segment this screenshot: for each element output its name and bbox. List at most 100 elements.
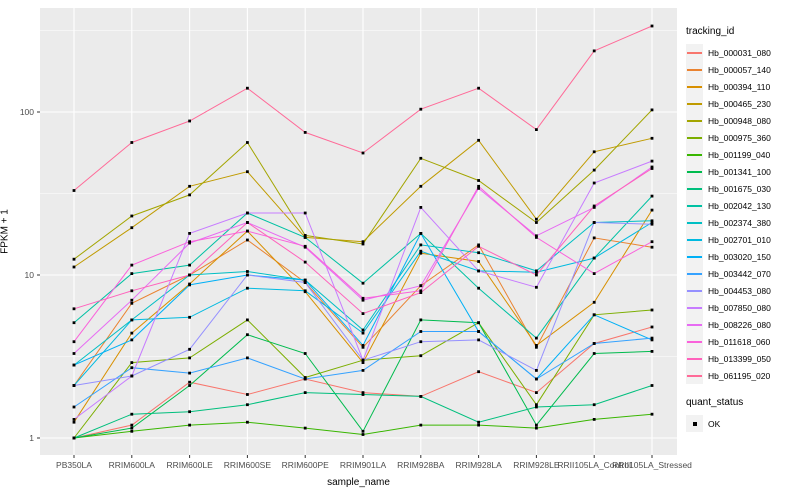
data-point: [477, 187, 480, 190]
data-point: [303, 391, 307, 394]
x-tick-label: RRIM928LA: [455, 460, 502, 470]
data-point: [361, 433, 365, 436]
legend-item-Hb_007850_080: Hb_007850_080: [686, 299, 771, 316]
data-point: [130, 141, 134, 144]
data-point: [303, 281, 307, 284]
data-point: [130, 214, 134, 218]
x-tick-label: RRII105LA_Stressed: [612, 460, 692, 470]
data-point: [246, 273, 249, 277]
series-color-key: [686, 214, 703, 231]
x-tick-label: RRII105LA_Control: [557, 460, 631, 470]
series-line-icon: [687, 272, 702, 275]
data-point: [592, 342, 596, 345]
data-point: [130, 366, 134, 370]
data-point: [246, 141, 249, 144]
series-color-key: [686, 180, 703, 197]
data-point: [130, 263, 134, 267]
legend-item-Hb_003442_070: Hb_003442_070: [686, 265, 771, 282]
data-point: [650, 159, 654, 163]
data-point: [130, 429, 134, 433]
data-point: [130, 374, 134, 378]
data-point: [419, 184, 423, 188]
data-point: [535, 234, 538, 238]
data-point: [477, 269, 480, 273]
data-point: [419, 289, 423, 293]
legend-label: Hb_002374_380: [708, 217, 771, 228]
data-point: [188, 423, 191, 427]
data-point: [650, 308, 654, 312]
legend-item-Hb_001675_030: Hb_001675_030: [686, 180, 771, 197]
legend-item-ok: OK: [686, 415, 771, 432]
data-point: [188, 410, 191, 414]
data-point: [592, 204, 596, 208]
data-point: [188, 193, 191, 197]
legend-label: Hb_000948_080: [708, 115, 771, 126]
data-point: [419, 423, 423, 427]
data-point: [361, 358, 365, 362]
data-point: [650, 221, 654, 224]
data-point: [535, 369, 538, 372]
data-point: [188, 240, 191, 244]
data-point: [650, 208, 654, 212]
series-line-icon: [687, 136, 702, 139]
data-point: [419, 395, 423, 398]
x-tick-label: RRIM600LE: [166, 460, 213, 470]
ok-marker-key: [686, 415, 703, 432]
data-point: [419, 354, 423, 358]
y-tick-label: 1: [29, 433, 34, 443]
series-color-key: [686, 163, 703, 180]
series-color-key: [686, 78, 703, 95]
legend-item-Hb_061195_020: Hb_061195_020: [686, 367, 771, 384]
legend: tracking_id Hb_000031_080 Hb_000057_140 Hb…: [686, 26, 771, 432]
series-color-key: [686, 129, 703, 146]
data-point: [72, 189, 76, 192]
series-line-icon: [687, 170, 702, 173]
data-point: [650, 219, 654, 223]
data-point: [650, 240, 654, 244]
series-line-icon: [687, 340, 702, 343]
data-point: [477, 420, 480, 424]
data-point: [361, 344, 365, 347]
data-point: [477, 86, 480, 90]
data-point: [535, 128, 538, 131]
data-point: [188, 273, 191, 277]
data-point: [72, 405, 76, 409]
legend-item-Hb_000975_360: Hb_000975_360: [686, 129, 771, 146]
data-point: [361, 296, 365, 300]
data-point: [535, 336, 538, 340]
data-point: [361, 429, 365, 433]
legend-label: Hb_001199_040: [708, 149, 771, 160]
data-point: [72, 321, 76, 325]
data-point: [535, 273, 538, 277]
data-point: [72, 420, 76, 424]
data-point: [188, 263, 191, 267]
data-point: [303, 278, 307, 282]
data-point: [592, 313, 596, 317]
x-tick-label: RRIM600SE: [224, 460, 272, 470]
legend-item-Hb_011618_060: Hb_011618_060: [686, 333, 771, 350]
data-point: [361, 298, 365, 302]
data-point: [130, 361, 134, 364]
data-point: [419, 340, 423, 344]
data-point: [477, 286, 480, 290]
data-point: [650, 167, 654, 170]
legend-title-tracking-id: tracking_id: [686, 26, 735, 37]
data-point: [130, 423, 134, 427]
data-point: [535, 345, 538, 349]
data-point: [246, 286, 249, 290]
series-color-key: [686, 316, 703, 333]
data-point: [592, 221, 596, 224]
x-tick-label: RRIM600PE: [282, 460, 330, 470]
data-point: [130, 412, 134, 416]
series-color-key: [686, 367, 703, 384]
data-point: [361, 151, 365, 155]
data-point: [188, 380, 191, 384]
series-color-key: [686, 112, 703, 129]
legend-label: Hb_002042_130: [708, 200, 771, 211]
black-square-icon: [692, 421, 697, 426]
data-point: [72, 352, 76, 355]
legend-item-Hb_000948_080: Hb_000948_080: [686, 112, 771, 129]
data-point: [592, 150, 596, 154]
